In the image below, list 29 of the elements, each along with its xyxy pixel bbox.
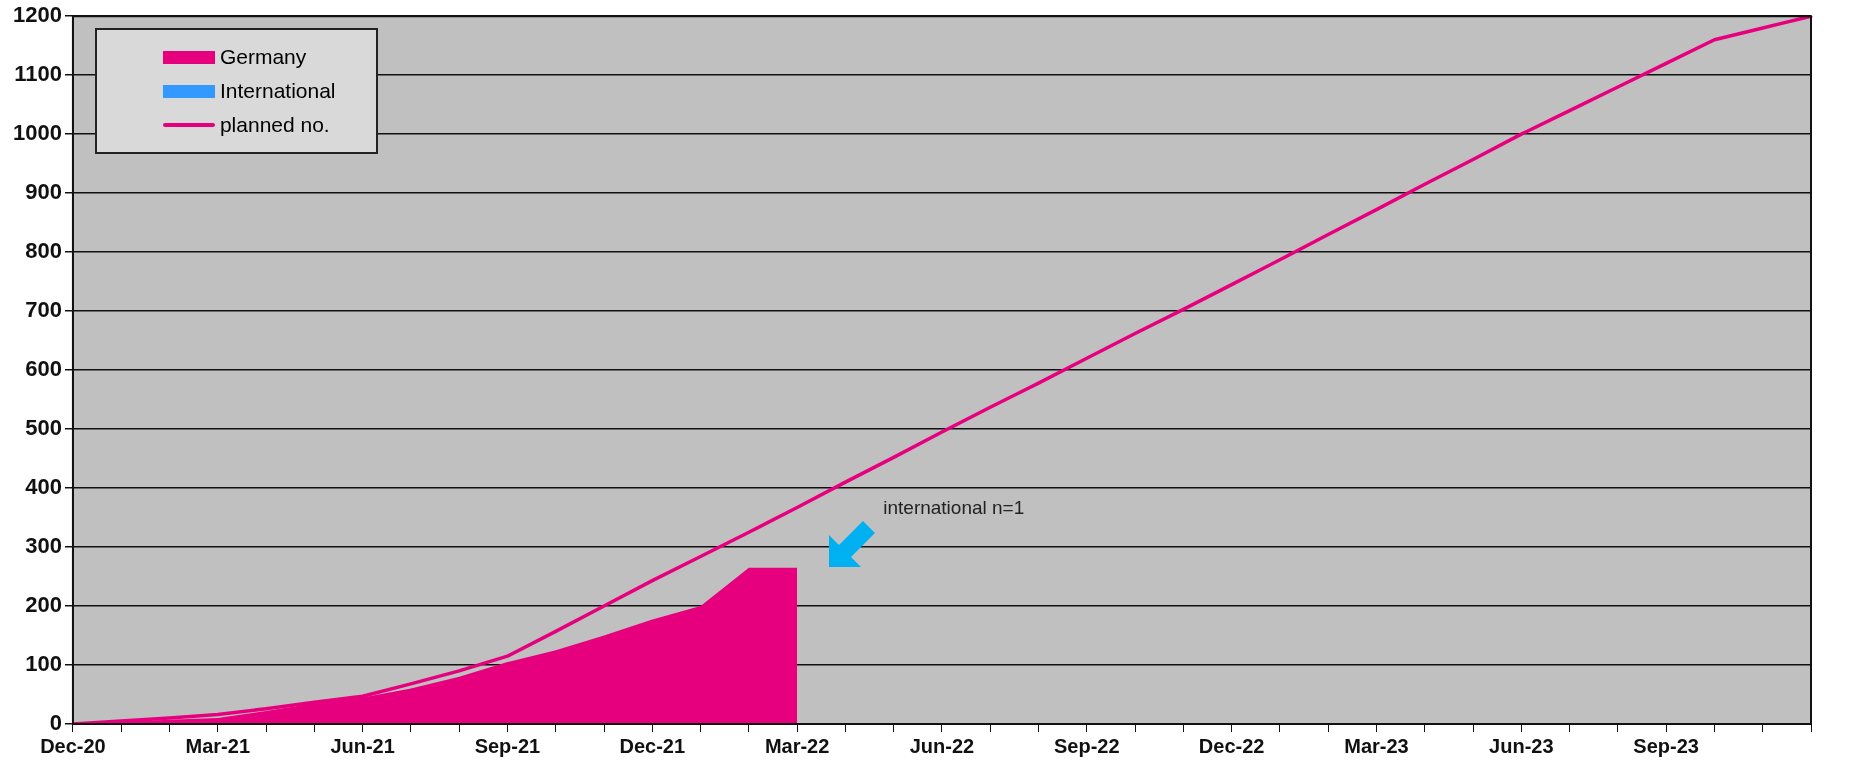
y-tick-label: 100 [25, 651, 62, 677]
y-tick-label: 300 [25, 533, 62, 559]
x-tick-label: Sep-22 [1054, 734, 1120, 757]
y-tick-label: 1100 [14, 61, 62, 87]
x-tick-label: Dec-20 [40, 734, 106, 757]
y-tick-label: 0 [49, 710, 62, 736]
x-tick-label: Dec-21 [619, 734, 686, 757]
x-tick-label: Sep-21 [474, 734, 541, 757]
y-tick-label: 800 [25, 238, 62, 264]
y-tick-label: 900 [25, 179, 62, 205]
x-tick-label: Mar-21 [185, 734, 251, 757]
x-tick-label: Mar-22 [764, 734, 830, 757]
legend-label: International [219, 79, 336, 104]
legend-label: Germany [219, 45, 307, 70]
x-tick-label: Mar-23 [1344, 734, 1409, 757]
y-tick-label: 1000 [12, 120, 62, 146]
x-tick-label: Jun-21 [330, 734, 395, 757]
y-tick-label: 500 [25, 415, 62, 441]
y-tick-label: 600 [25, 356, 62, 382]
legend-label: planned no. [219, 113, 330, 138]
y-tick-label: 1200 [12, 2, 62, 28]
x-tick-label: Sep-23 [1633, 734, 1699, 757]
x-tick-label: Jun-22 [909, 734, 975, 757]
annotation: international n=1 [883, 496, 1025, 519]
x-tick-label: Jun-23 [1489, 734, 1554, 757]
x-tick-label: Dec-22 [1198, 734, 1265, 757]
y-tick-label: 700 [25, 297, 62, 323]
y-tick-label: 400 [25, 474, 62, 500]
y-tick-label: 200 [25, 592, 62, 618]
